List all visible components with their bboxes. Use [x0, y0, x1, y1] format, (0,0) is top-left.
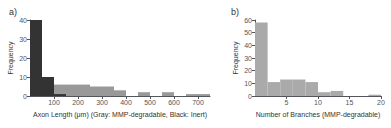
- svg-text:20: 20: [244, 67, 252, 74]
- svg-text:10: 10: [244, 80, 252, 87]
- svg-text:100: 100: [48, 99, 60, 106]
- svg-text:40: 40: [244, 42, 252, 49]
- svg-text:b): b): [231, 7, 239, 17]
- svg-text:a): a): [9, 7, 17, 17]
- svg-text:5: 5: [285, 99, 289, 106]
- svg-text:Axon Length (μm) (Gray: MMP-de: Axon Length (μm) (Gray: MMP-degradable, …: [33, 111, 207, 119]
- svg-text:0: 0: [248, 93, 252, 100]
- svg-text:20: 20: [19, 55, 27, 62]
- svg-text:700: 700: [192, 99, 204, 106]
- svg-text:10: 10: [19, 74, 27, 81]
- svg-text:400: 400: [120, 99, 132, 106]
- svg-text:Frequency: Frequency: [232, 41, 240, 75]
- svg-text:600: 600: [168, 99, 180, 106]
- svg-text:20: 20: [377, 99, 385, 106]
- svg-text:300: 300: [96, 99, 108, 106]
- svg-text:10: 10: [314, 99, 322, 106]
- svg-text:15: 15: [346, 99, 354, 106]
- svg-text:40: 40: [19, 17, 27, 24]
- svg-text:60: 60: [244, 17, 252, 24]
- svg-text:0: 0: [23, 93, 27, 100]
- svg-text:Number of Branches (MMP-degrad: Number of Branches (MMP-degradable): [256, 111, 381, 119]
- svg-text:500: 500: [144, 99, 156, 106]
- svg-text:200: 200: [72, 99, 84, 106]
- svg-text:30: 30: [19, 36, 27, 43]
- svg-text:50: 50: [244, 29, 252, 36]
- svg-text:Frequency: Frequency: [7, 41, 15, 75]
- svg-text:30: 30: [244, 55, 252, 62]
